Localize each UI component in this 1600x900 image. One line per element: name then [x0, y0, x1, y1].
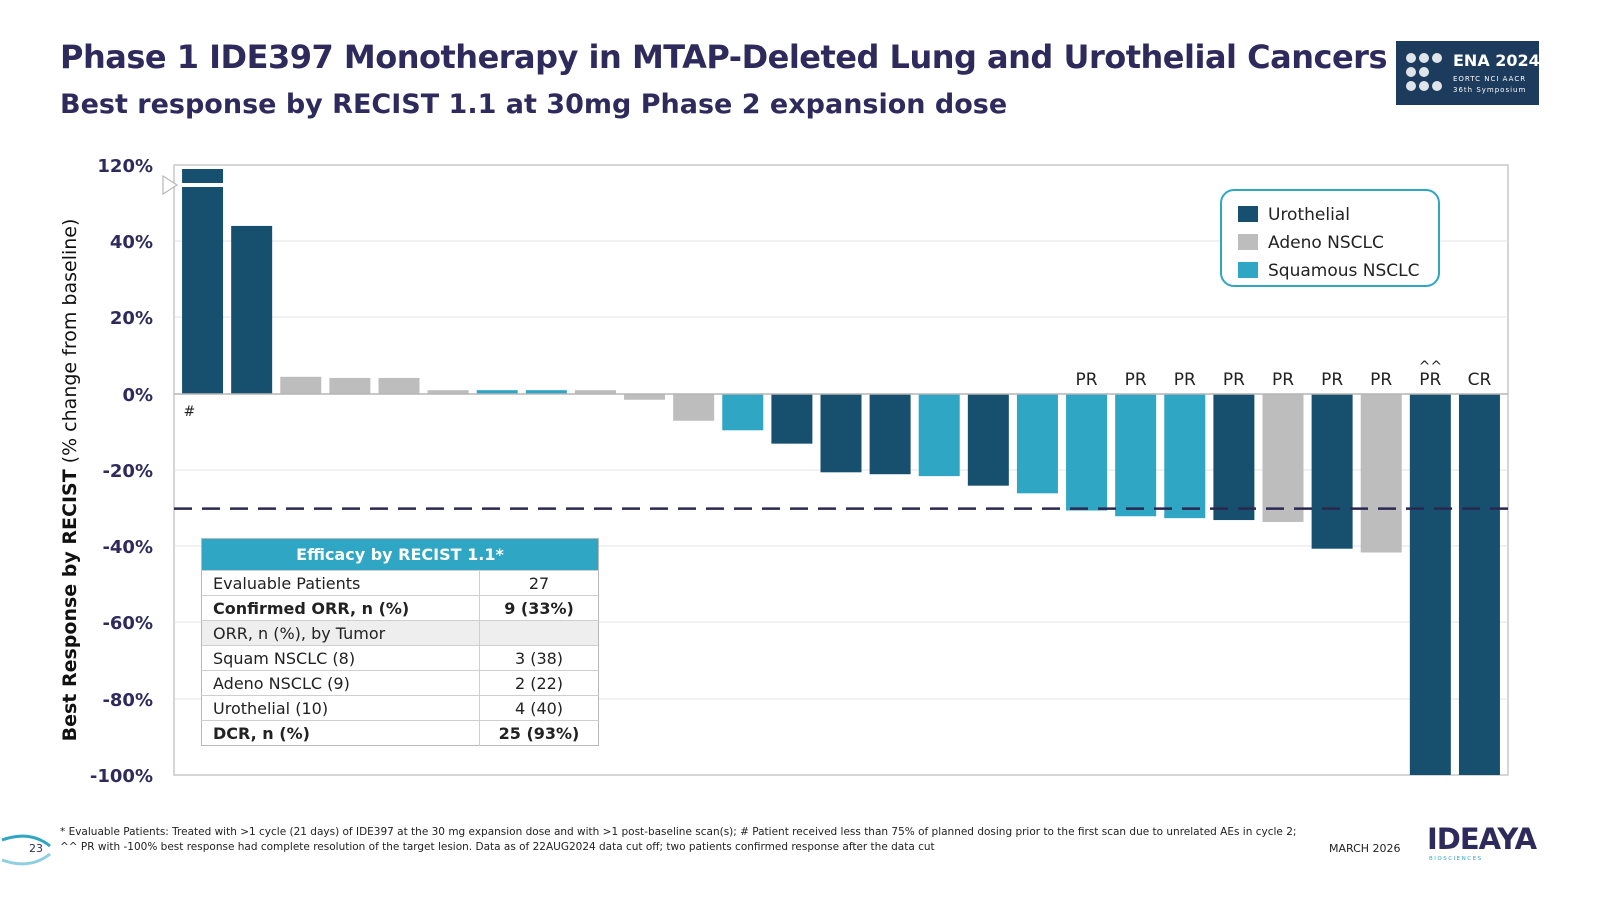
- bar-squamous: [1066, 394, 1108, 511]
- bar-adeno: [673, 394, 715, 421]
- response-label: PR: [1076, 370, 1098, 390]
- bar-adeno: [624, 394, 666, 400]
- response-label: PR: [1272, 370, 1294, 390]
- y-tick-label: -80%: [102, 690, 153, 711]
- bar-adeno: [378, 377, 420, 394]
- response-label: PR: [1223, 370, 1245, 390]
- bar-adeno: [329, 377, 371, 394]
- table-row: ORR, n (%), by Tumor: [201, 620, 599, 646]
- bar-squamous: [1164, 394, 1206, 519]
- legend-swatch-urothelial: [1238, 206, 1258, 222]
- bar-urothelial: [231, 225, 273, 394]
- footnote-2: ^^ PR with -100% best response had compl…: [60, 841, 935, 853]
- legend-swatch-adeno: [1238, 234, 1258, 250]
- logo-sub-text-2: 36th Symposium: [1453, 86, 1527, 94]
- legend-swatch-squamous: [1238, 262, 1258, 278]
- note-hash: #: [184, 404, 196, 420]
- y-tick-label: 0%: [122, 385, 153, 406]
- table-row: Adeno NSCLC (9) 2 (22): [201, 670, 599, 696]
- table-row: Confirmed ORR, n (%) 9 (33%): [201, 595, 599, 621]
- ena-2024-logo: ENA 2024 EORTC NCI AACR 36th Symposium: [1396, 41, 1540, 105]
- logo-main-text: ENA 2024: [1453, 51, 1540, 70]
- bar-urothelial: [1458, 394, 1500, 775]
- bar-urothelial: [1311, 394, 1353, 549]
- bar-urothelial: [820, 394, 862, 473]
- bar-squamous: [1115, 394, 1157, 517]
- bar-adeno: [427, 390, 469, 394]
- efficacy-table-header: Efficacy by RECIST 1.1*: [201, 538, 599, 571]
- response-label: CR: [1468, 370, 1492, 390]
- note-caret: ^^: [1419, 359, 1442, 375]
- bar-urothelial: [771, 394, 813, 444]
- response-label: PR: [1125, 370, 1147, 390]
- bar-adeno: [280, 376, 322, 394]
- bar-squamous: [476, 390, 518, 394]
- bar-adeno: [574, 390, 616, 394]
- y-tick-label: 40%: [110, 232, 153, 253]
- logo-sub-text: EORTC NCI AACR: [1453, 75, 1527, 83]
- y-tick-label: -60%: [102, 613, 153, 634]
- ideaya-logo-subtext: BIOSCIENCES: [1429, 856, 1483, 862]
- axis-break-band: [180, 183, 226, 187]
- ideaya-logo: IDEAYA: [1427, 822, 1537, 856]
- swoosh-decoration-icon: [1, 834, 51, 866]
- legend-item-squamous: Squamous NSCLC: [1238, 261, 1420, 281]
- efficacy-table: Efficacy by RECIST 1.1* Evaluable Patien…: [201, 538, 599, 746]
- bar-urothelial: [967, 394, 1009, 486]
- axis-break-icon: [162, 174, 179, 196]
- table-row: Evaluable Patients 27: [201, 570, 599, 596]
- bar-squamous: [918, 394, 960, 477]
- bar-urothelial: [1409, 394, 1451, 775]
- y-tick-label: 120%: [97, 156, 153, 177]
- bar-urothelial: [182, 169, 224, 394]
- response-label: PR: [1370, 370, 1392, 390]
- chart-legend: Urothelial Adeno NSCLC Squamous NSCLC: [1220, 189, 1440, 287]
- response-label: PR: [1419, 370, 1441, 390]
- slide-title: Phase 1 IDE397 Monotherapy in MTAP-Delet…: [60, 38, 1388, 76]
- response-label: PR: [1174, 370, 1196, 390]
- bar-adeno: [1262, 394, 1304, 522]
- table-row: Urothelial (10) 4 (40): [201, 695, 599, 721]
- page-number: 23: [29, 842, 43, 855]
- footnote-1: * Evaluable Patients: Treated with >1 cy…: [60, 826, 1297, 838]
- y-tick-label: -20%: [102, 461, 153, 482]
- y-tick-label: -40%: [102, 537, 153, 558]
- table-row: Squam NSCLC (8) 3 (38): [201, 645, 599, 671]
- y-axis-label: Best Response by RECIST (% change from b…: [59, 219, 81, 742]
- y-tick-label: -100%: [90, 766, 153, 787]
- slide-date: MARCH 2026: [1329, 842, 1401, 855]
- legend-item-urothelial: Urothelial: [1238, 205, 1350, 225]
- bar-adeno: [1360, 394, 1402, 553]
- y-tick-label: 20%: [110, 308, 153, 329]
- slide-subtitle: Best response by RECIST 1.1 at 30mg Phas…: [60, 89, 1008, 120]
- bar-squamous: [1016, 394, 1058, 494]
- response-label: PR: [1321, 370, 1343, 390]
- bar-squamous: [525, 390, 567, 394]
- table-row: DCR, n (%) 25 (93%): [201, 720, 599, 746]
- bar-urothelial: [1213, 394, 1255, 521]
- bar-urothelial: [869, 394, 911, 475]
- legend-item-adeno: Adeno NSCLC: [1238, 233, 1384, 253]
- bar-squamous: [722, 394, 764, 431]
